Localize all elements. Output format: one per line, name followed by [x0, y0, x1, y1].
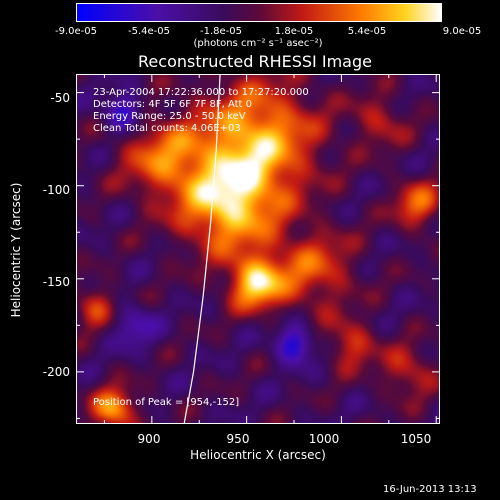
colorbar-tick: -9.0e-05	[55, 26, 97, 37]
axis-ticks	[76, 74, 440, 424]
x-tick-label: 1000	[308, 432, 340, 446]
heatmap-plot	[76, 74, 440, 424]
y-tick-label: -50	[50, 91, 70, 105]
colorbar-tick: -5.4e-05	[128, 26, 170, 37]
x-tick-label: 950	[226, 432, 250, 446]
chart-title: Reconstructed RHESSI Image	[138, 52, 372, 71]
colorbar-tick: 5.4e-05	[347, 26, 387, 37]
y-tick-label: -150	[42, 275, 70, 289]
colorbar-tick: -1.8e-05	[200, 26, 242, 37]
y-tick-label: -100	[42, 183, 70, 197]
annotation-detectors: Detectors: 4F 5F 6F 7F 8F, Att 0	[93, 99, 253, 110]
x-tick-label: 1050	[400, 432, 432, 446]
annotation-clean: Clean Total counts: 4.06E+03	[93, 123, 241, 134]
solar-limb-line	[183, 74, 221, 424]
y-tick-label: -200	[42, 365, 70, 379]
plot-frame	[76, 74, 440, 424]
x-tick-label: 900	[137, 432, 161, 446]
annotation-peak: Position of Peak = [954,-152]	[93, 397, 240, 408]
annotation-energy: Energy Range: 25.0 - 50.0 keV	[93, 111, 246, 122]
timestamp: 16-Jun-2013 13:13	[383, 484, 477, 495]
y-axis-label: Heliocentric Y (arcsec)	[9, 182, 23, 318]
colorbar	[76, 3, 442, 22]
annotation-time: 23-Apr-2004 17:22:36.000 to 17:27:20.000	[93, 87, 309, 98]
heatmap-image	[76, 74, 440, 424]
colorbar-tick: 1.8e-05	[274, 26, 314, 37]
colorbar-units: (photons cm⁻² s⁻¹ asec⁻²)	[193, 38, 323, 49]
plot-overlay	[76, 74, 440, 424]
colorbar-tick: 9.0e-05	[442, 26, 482, 37]
x-axis-label: Heliocentric X (arcsec)	[190, 448, 326, 462]
